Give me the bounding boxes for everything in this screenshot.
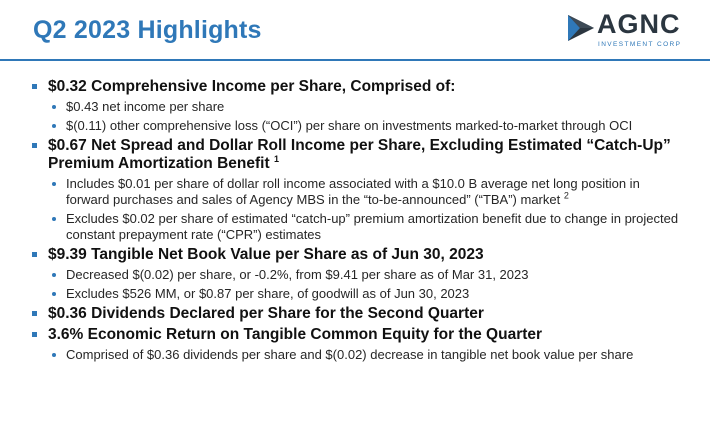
dot-bullet-icon xyxy=(52,292,56,296)
title-divider xyxy=(0,59,710,61)
square-bullet-icon xyxy=(32,84,37,89)
highlights-list: $0.32 Comprehensive Income per Share, Co… xyxy=(0,75,710,363)
subitem-text: $0.43 net income per share xyxy=(66,99,225,114)
highlight-text: $0.32 Comprehensive Income per Share, Co… xyxy=(48,78,456,95)
subitem-text: Excludes $0.02 per share of estimated “c… xyxy=(66,211,679,242)
highlight-text: 3.6% Economic Return on Tangible Common … xyxy=(48,326,543,343)
highlight-subitem: Decreased $(0.02) per share, or -0.2%, f… xyxy=(0,267,710,283)
highlight-item: 3.6% Economic Return on Tangible Common … xyxy=(0,326,710,344)
highlight-subitem: Excludes $0.02 per share of estimated “c… xyxy=(0,211,710,243)
subitem-text: Decreased $(0.02) per share, or -0.2%, f… xyxy=(66,267,529,282)
highlight-subitem: Excludes $526 MM, or $0.87 per share, of… xyxy=(0,286,710,302)
highlight-text: $0.67 Net Spread and Dollar Roll Income … xyxy=(48,137,671,172)
highlight-subitem: Includes $0.01 per share of dollar roll … xyxy=(0,176,710,208)
highlight-item: $0.67 Net Spread and Dollar Roll Income … xyxy=(0,137,710,173)
highlight-item: $9.39 Tangible Net Book Value per Share … xyxy=(0,246,710,264)
subitem-text: Excludes $526 MM, or $0.87 per share, of… xyxy=(66,286,470,301)
square-bullet-icon xyxy=(32,143,37,148)
logo-triangle-icon xyxy=(568,15,594,41)
subitem-text: Comprised of $0.36 dividends per share a… xyxy=(66,347,634,362)
highlight-text: $0.36 Dividends Declared per Share for t… xyxy=(48,305,484,322)
dot-bullet-icon xyxy=(52,124,56,128)
highlight-subitem: Comprised of $0.36 dividends per share a… xyxy=(0,347,710,363)
footnote-marker: 1 xyxy=(273,153,279,164)
highlight-item: $0.36 Dividends Declared per Share for t… xyxy=(0,305,710,323)
highlight-subitem: $(0.11) other comprehensive loss (“OCI”)… xyxy=(0,118,710,134)
dot-bullet-icon xyxy=(52,353,56,357)
subitem-text: $(0.11) other comprehensive loss (“OCI”)… xyxy=(66,118,633,133)
square-bullet-icon xyxy=(32,332,37,337)
highlight-subitem: $0.43 net income per share xyxy=(0,99,710,115)
logo-wordmark: AGNC xyxy=(597,9,681,39)
logo-tagline: INVESTMENT CORP xyxy=(598,41,682,48)
slide-title: Q2 2023 Highlights xyxy=(33,16,262,44)
square-bullet-icon xyxy=(32,252,37,257)
highlight-text: $9.39 Tangible Net Book Value per Share … xyxy=(48,246,484,263)
dot-bullet-icon xyxy=(52,273,56,277)
footnote-marker: 2 xyxy=(563,190,569,201)
square-bullet-icon xyxy=(32,311,37,316)
subitem-text: Includes $0.01 per share of dollar roll … xyxy=(66,176,640,207)
dot-bullet-icon xyxy=(52,217,56,221)
dot-bullet-icon xyxy=(52,105,56,109)
dot-bullet-icon xyxy=(52,182,56,186)
highlight-item: $0.32 Comprehensive Income per Share, Co… xyxy=(0,78,710,96)
agnc-logo: AGNC INVESTMENT CORP xyxy=(566,9,694,49)
